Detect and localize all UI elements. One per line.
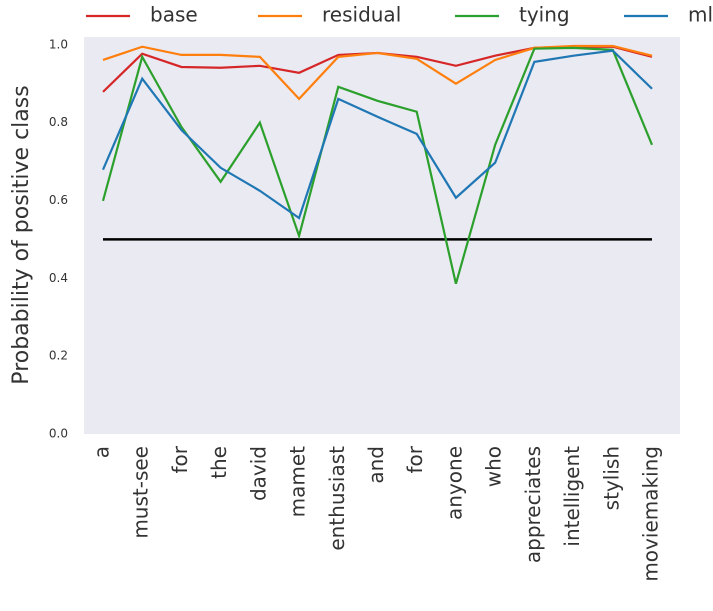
y-tick-label: 0.8 — [49, 115, 68, 129]
x-tick-label: and — [364, 446, 388, 484]
x-tick-label: for — [403, 445, 427, 473]
plot-area — [84, 37, 680, 434]
x-tick-label: intelligent — [560, 446, 584, 547]
x-tick-label: who — [482, 446, 506, 487]
x-tick-label: a — [90, 446, 114, 458]
series-line — [102, 44, 653, 101]
x-tick-label: mamet — [286, 446, 310, 518]
legend-label: mlm — [688, 3, 713, 27]
legend-label: tying — [519, 3, 570, 27]
x-tick-label: anyone — [442, 446, 466, 520]
x-tick-label: must-see — [129, 446, 153, 539]
x-tick-label: for — [168, 445, 192, 473]
x-tick-label: stylish — [599, 446, 623, 510]
legend-label: residual — [322, 3, 401, 27]
series-line — [101, 49, 653, 220]
x-tick-label: appreciates — [521, 446, 545, 563]
y-tick-label: 1.0 — [49, 37, 68, 51]
x-tick-label: enthusiast — [325, 446, 349, 551]
x-tick-label: the — [207, 446, 231, 479]
y-tick-label: 0.0 — [49, 427, 68, 441]
legend-label: base — [150, 3, 198, 27]
y-tick-label: 0.4 — [49, 271, 68, 285]
x-tick-label: moviemaking — [639, 446, 663, 582]
y-axis-label: Probability of positive class — [9, 85, 34, 384]
x-tick-label: david — [246, 446, 270, 501]
y-tick-label: 0.2 — [49, 349, 68, 363]
y-tick-label: 0.6 — [49, 193, 68, 207]
series-line — [101, 46, 654, 285]
